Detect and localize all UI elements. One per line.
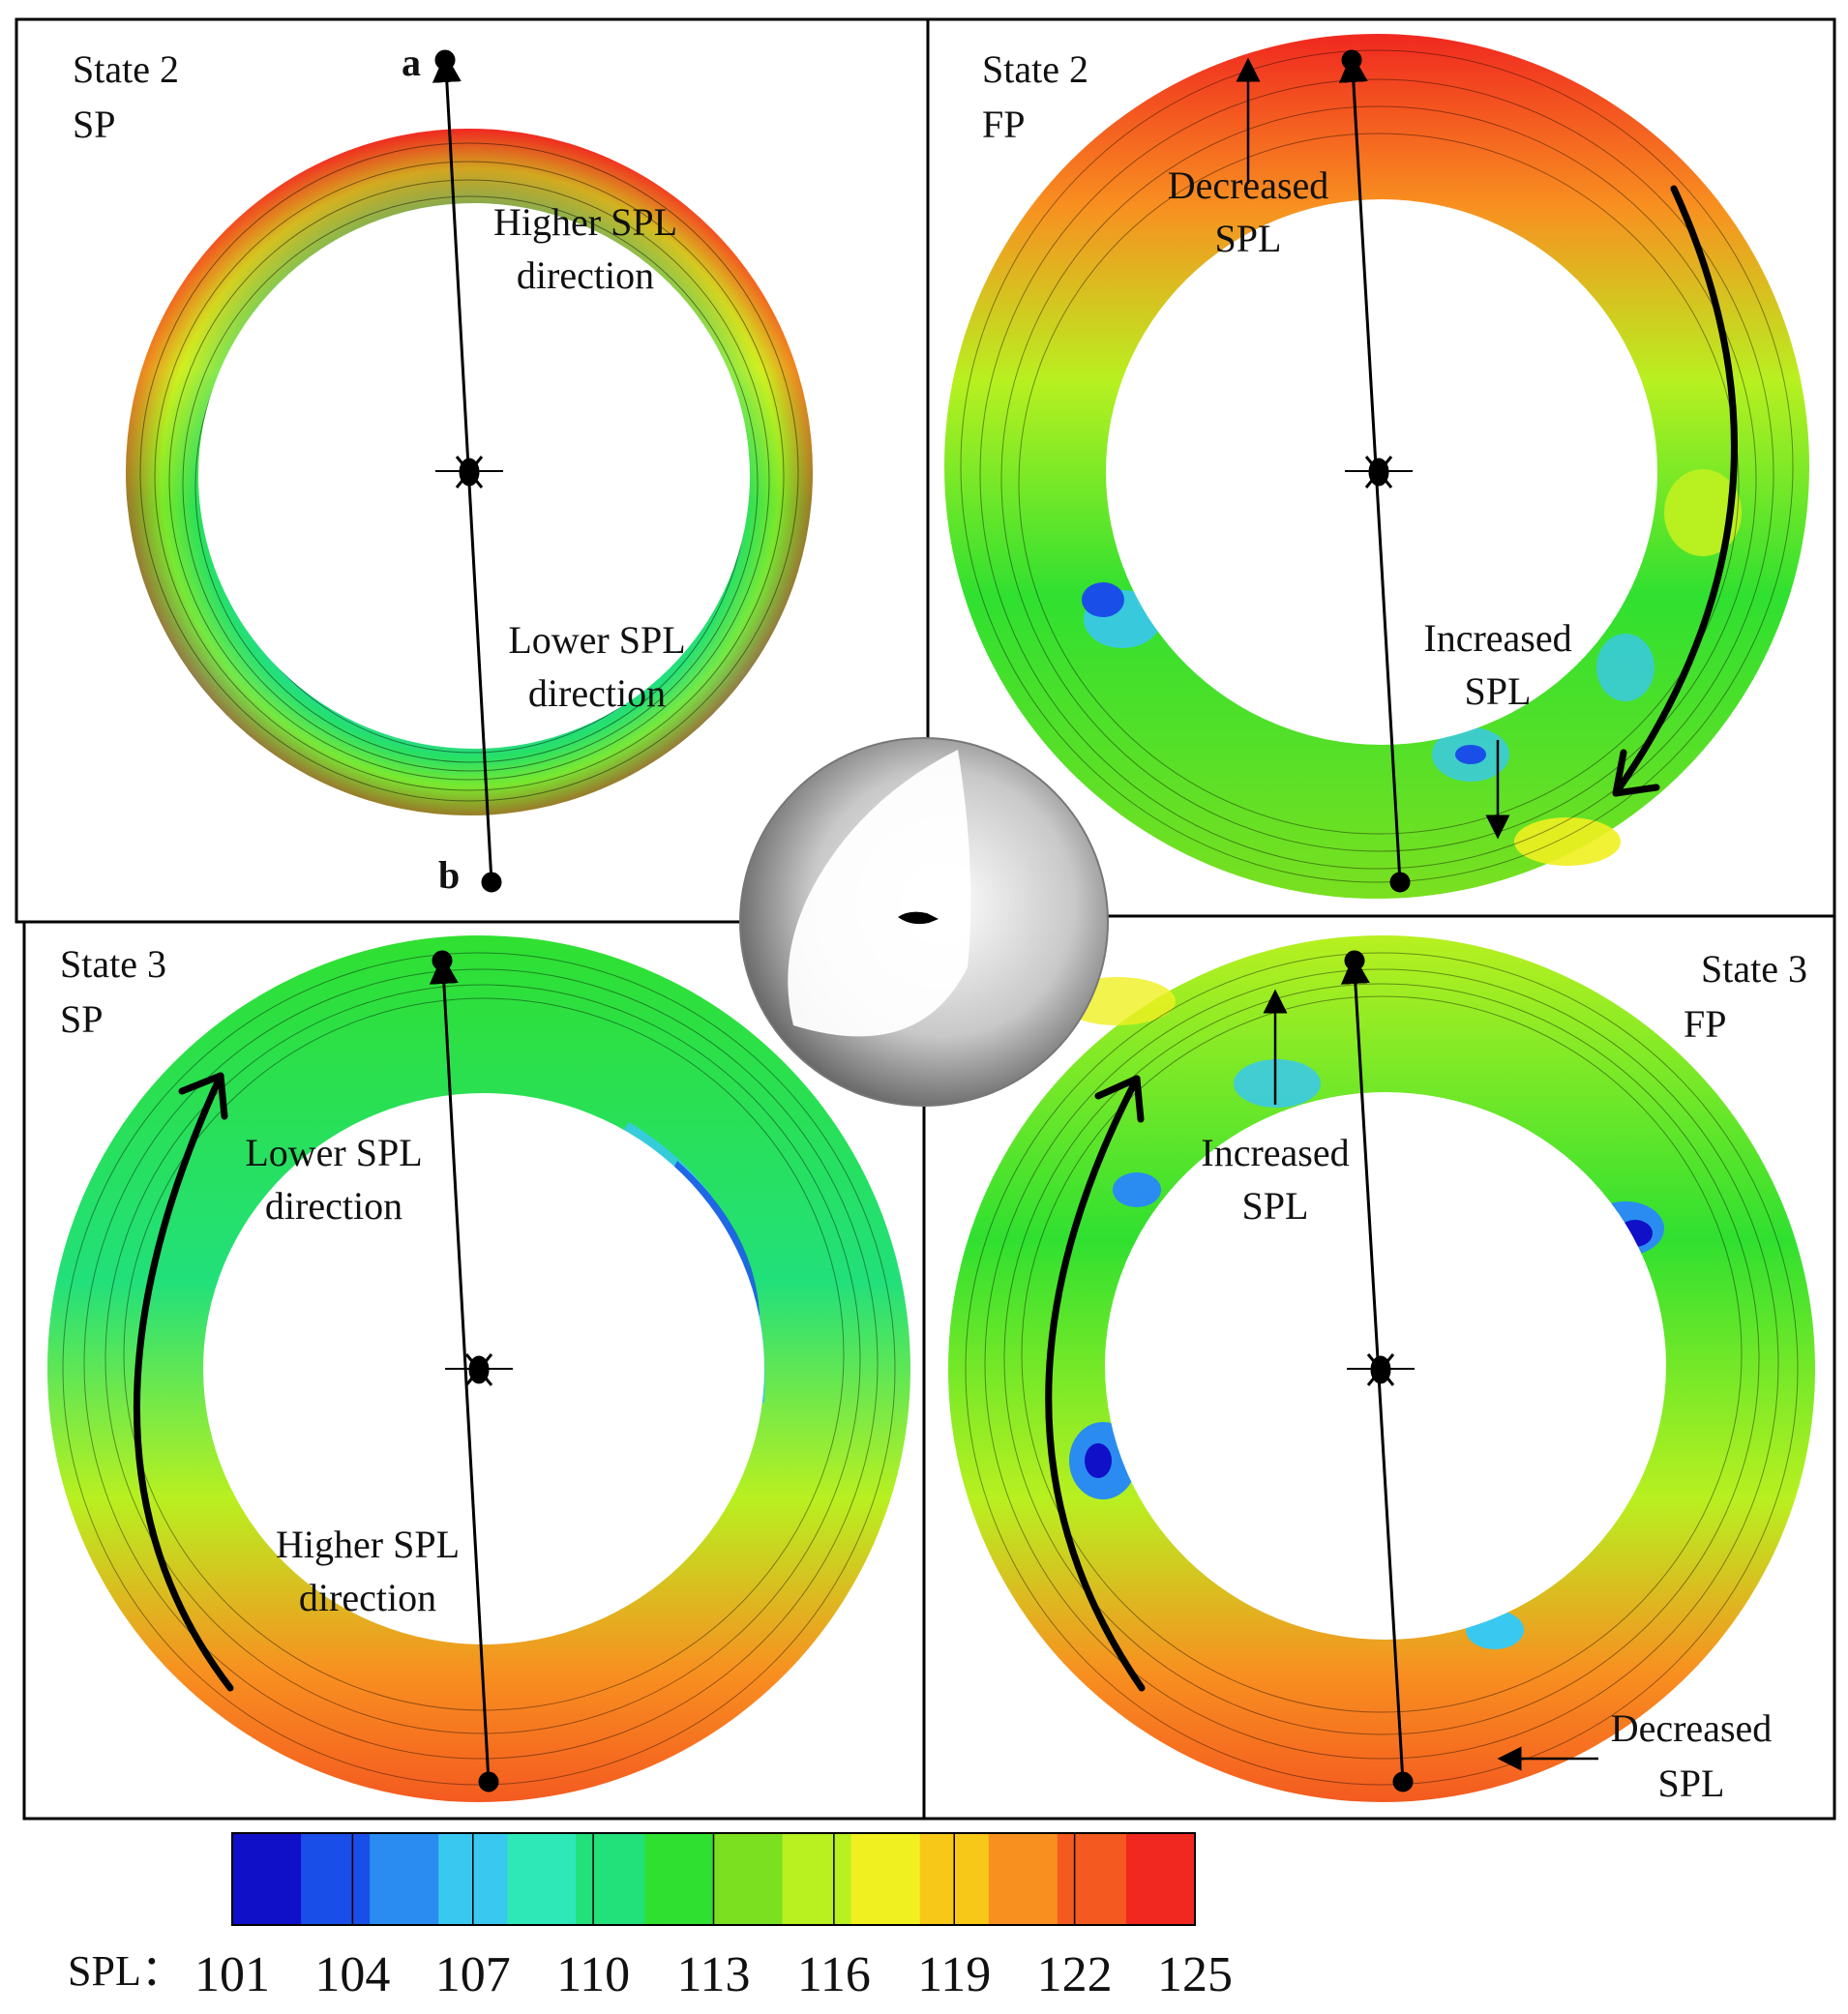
colorbar-tick-label: 122	[1037, 1947, 1113, 2002]
colorbar-swatch	[301, 1833, 371, 1925]
colorbar-tick-label: 110	[556, 1947, 630, 2002]
rotation-arrow-top-right	[1612, 185, 1738, 797]
colorbar-swatch	[644, 1833, 714, 1925]
note-top-right-1a: Decreased	[1168, 163, 1329, 207]
spl-colorbar	[231, 1832, 1196, 1926]
helicopter-icon-bottom-left	[445, 1353, 513, 1386]
colorbar-tick-label: 101	[194, 1947, 270, 2002]
colorbar-swatch	[1125, 1833, 1196, 1925]
note-bottom-left-2a: Higher SPL	[276, 1523, 460, 1566]
direction-line-top-right	[1338, 53, 1402, 883]
colorbar-tick-label: 107	[435, 1947, 511, 2002]
state-label-bottom-right: State 3	[1701, 947, 1807, 991]
mode-label-bottom-left: SP	[60, 997, 104, 1041]
point-a-label: a	[402, 41, 421, 84]
colorbar-swatch	[232, 1833, 302, 1925]
helicopter-icon-bottom-right	[1347, 1353, 1415, 1386]
point-b-label: b	[438, 853, 460, 897]
sphere-icon	[739, 737, 1109, 1107]
state-label-top-right: State 2	[982, 47, 1088, 91]
colorbar-tick-label: 116	[797, 1947, 871, 2002]
colorbar-label: SPL：	[68, 1947, 184, 1995]
direction-line-bottom-right	[1340, 955, 1405, 1783]
state-label-bottom-left: State 3	[60, 942, 166, 986]
rotation-arrow-bottom-right	[1045, 1075, 1146, 1692]
colorbar-tick-label: 113	[676, 1947, 750, 2002]
helicopter-icon	[898, 911, 939, 925]
note-top-left-2a: Lower SPL	[508, 618, 685, 662]
mode-label-bottom-right: FP	[1684, 1002, 1727, 1046]
colorbar-tick-label: 119	[917, 1947, 991, 2002]
note-bottom-right-1b: SPL	[1242, 1184, 1309, 1228]
panel-frame-bottom-right	[922, 914, 1836, 1821]
note-top-right-2a: Increased	[1423, 616, 1571, 660]
direction-line-top-left	[432, 53, 493, 883]
helicopter-icon-top-right	[1345, 456, 1413, 489]
note-top-left-1a: Higher SPL	[493, 200, 677, 244]
note-top-right-2b: SPL	[1465, 669, 1532, 713]
note-bottom-left-1a: Lower SPL	[245, 1131, 422, 1174]
note-top-left-1b: direction	[517, 253, 654, 297]
mode-label-top-left: SP	[73, 103, 116, 146]
colorbar-ticks: 101 104 107 110 113 116 119 122 125	[194, 1833, 1233, 2002]
state-label-top-left: State 2	[73, 47, 179, 91]
colorbar-swatch	[1057, 1833, 1127, 1925]
direction-line-bottom-left	[429, 955, 491, 1783]
rotation-arrow-bottom-left	[133, 1072, 234, 1692]
colorbar-tick-label: 104	[314, 1947, 390, 2002]
colorbar-swatch	[850, 1833, 921, 1925]
note-bottom-right-1a: Increased	[1201, 1131, 1349, 1174]
colorbar-swatch	[782, 1833, 852, 1925]
mode-label-top-right: FP	[982, 103, 1026, 146]
colorbar-swatch	[988, 1833, 1058, 1925]
note-top-right-1b: SPL	[1215, 217, 1282, 260]
colorbar-swatch	[713, 1833, 784, 1925]
colorbar-swatch	[507, 1833, 577, 1925]
note-bottom-right-2b: SPL	[1658, 1762, 1725, 1805]
point-b-marker	[481, 872, 502, 893]
colorbar-swatch	[576, 1833, 645, 1925]
colorbar-tick-label: 125	[1157, 1947, 1233, 2002]
point-a-marker	[434, 49, 456, 71]
note-bottom-left-1b: direction	[265, 1184, 402, 1228]
note-bottom-right-2a: Decreased	[1611, 1706, 1773, 1750]
colorbar-swatch	[370, 1833, 439, 1925]
note-bottom-left-2b: direction	[299, 1576, 436, 1619]
note-top-left-2b: direction	[528, 671, 666, 715]
